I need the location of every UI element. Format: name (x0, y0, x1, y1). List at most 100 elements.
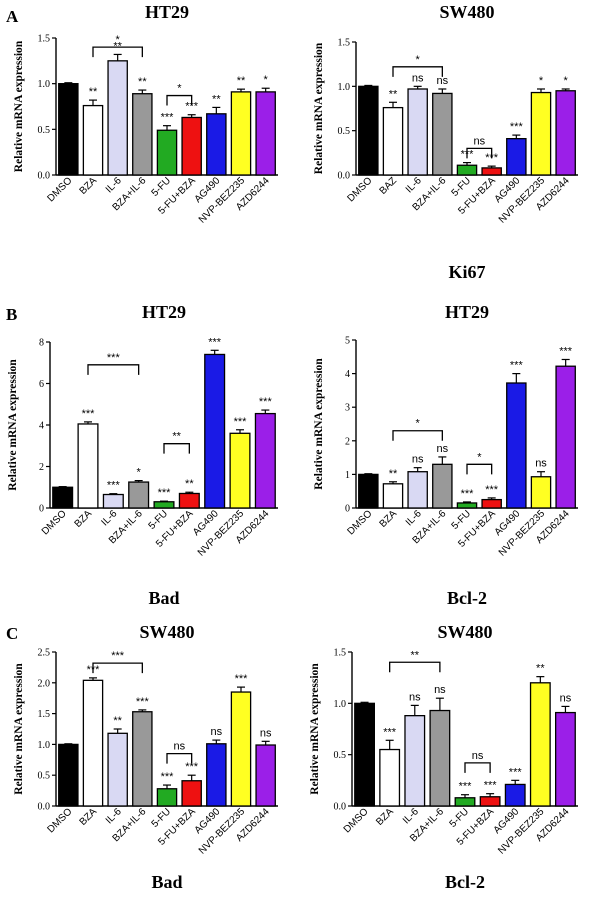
y-tick-label: 0.5 (38, 771, 51, 782)
comparison-bracket (163, 443, 190, 454)
significance-label: ns (260, 727, 272, 739)
significance-label: ** (389, 88, 398, 100)
significance-label: ** (113, 40, 122, 52)
significance-label: ns (434, 684, 446, 696)
y-axis-label: Relative mRNA expression (13, 663, 25, 795)
bar-bza (77, 423, 99, 509)
y-tick-label: 1.0 (38, 79, 51, 90)
bar-ag490 (206, 113, 227, 176)
bar-bza-il-6 (429, 709, 451, 807)
y-tick-label: 0.5 (38, 125, 51, 136)
chart-bottom-label: Bcl-2 (447, 588, 487, 608)
y-tick-label: 8 (39, 338, 44, 349)
comparison-bracket (166, 752, 193, 764)
chart-title: SW480 (439, 2, 494, 22)
bar-dmso (358, 85, 379, 176)
panel-letter-b: B (6, 305, 17, 324)
bracket-label: * (416, 418, 421, 430)
comparison-bracket (392, 66, 443, 77)
y-tick-label: 0.0 (38, 802, 51, 813)
y-tick-label: 0 (39, 504, 44, 515)
y-tick-label: 2 (345, 436, 350, 447)
significance-label: *** (485, 484, 499, 496)
bracket-label: * (416, 54, 421, 66)
chart-title: HT29 (145, 2, 189, 22)
significance-label: ** (113, 715, 122, 727)
significance-label: ** (212, 93, 221, 105)
bracket-label: ns (474, 135, 486, 147)
bar-nvp-bez235 (530, 91, 552, 176)
significance-label: * (539, 75, 544, 87)
y-tick-label: 1.5 (338, 38, 351, 49)
x-tick-label: IL-6 (104, 175, 124, 195)
bracket-label: *** (107, 352, 121, 364)
x-tick-label: IL-6 (99, 508, 119, 528)
charts-group: HT29 0.0 0.5 1.0 1.5 Relative mRNA expression… (7, 2, 578, 892)
y-tick-label: 1.5 (334, 648, 347, 659)
significance-label: *** (161, 771, 175, 783)
significance-label: *** (259, 396, 273, 408)
significance-label: *** (459, 781, 473, 793)
significance-label: ** (389, 468, 398, 480)
comparison-bracket (464, 762, 491, 773)
y-tick-label: 4 (345, 369, 350, 380)
bar-azd6244 (254, 412, 276, 509)
chart-title: SW480 (139, 622, 194, 642)
bar-5-fu-bza (479, 796, 501, 807)
y-tick-label: 3 (345, 403, 350, 414)
significance-label: ns (437, 75, 449, 87)
x-tick-label: BAZ (378, 175, 400, 197)
y-tick-label: 6 (39, 379, 44, 390)
chart-title: HT29 (445, 302, 489, 322)
chart-c-right: SW480 Bcl-2 0.0 0.5 1.0 1.5 Relative mRNA expr… (309, 622, 578, 892)
bar-bza-il-6 (432, 92, 453, 176)
x-tick-label: BZA (73, 508, 95, 530)
y-axis-label: Relative mRNA expression (313, 358, 325, 490)
x-tick-label: BZA (378, 508, 400, 530)
bar-dmso (58, 743, 79, 807)
significance-label: ** (185, 478, 194, 490)
chart-a-right: SW480 Ki67 0.0 0.5 1.0 1.5 Relative mRNA expre… (313, 2, 578, 282)
x-tick-label: BZA (374, 806, 396, 828)
significance-label: ns (412, 72, 424, 84)
y-tick-label: 2.0 (38, 678, 51, 689)
panel-letter-c: C (6, 624, 18, 643)
bar-bza (382, 106, 404, 176)
significance-label: *** (185, 761, 199, 773)
chart-bottom-label: Bad (151, 872, 182, 892)
bar-nvp-bez235 (530, 476, 552, 509)
significance-label: * (564, 75, 569, 87)
y-tick-label: 1 (345, 470, 350, 481)
y-tick-label: 5 (345, 336, 350, 347)
significance-label: *** (235, 673, 249, 685)
bar-bza-il-6 (132, 711, 153, 807)
bar-ag490 (504, 783, 526, 807)
bar-azd6244 (555, 711, 576, 807)
significance-label: ns (409, 691, 421, 703)
bar-5-fu (456, 502, 478, 509)
bar-bza-il-6 (128, 481, 150, 509)
bar-il-6 (107, 60, 128, 176)
bar-nvp-bez235 (230, 91, 252, 176)
x-tick-label: IL-6 (401, 806, 421, 826)
bar-5-fu-bza (181, 116, 202, 176)
x-tick-label: DMSO (40, 508, 69, 537)
bar-bza (382, 483, 404, 509)
y-axis-label: Relative mRNA expression (7, 359, 19, 491)
significance-label: *** (234, 416, 248, 428)
bar-azd6244 (555, 365, 576, 509)
bar-5-fu (456, 164, 478, 176)
y-tick-label: 1.5 (38, 34, 51, 45)
significance-label: *** (136, 696, 150, 708)
y-tick-label: 0.5 (338, 126, 351, 137)
x-tick-label: DMSO (342, 806, 371, 835)
significance-label: *** (383, 726, 397, 738)
x-tick-label: IL-6 (404, 508, 424, 528)
bracket-label: ns (174, 741, 186, 753)
significance-label: *** (158, 487, 172, 499)
bar-5-fu-bza (181, 780, 202, 807)
bar-ag490 (506, 137, 527, 176)
significance-label: ns (437, 443, 449, 455)
